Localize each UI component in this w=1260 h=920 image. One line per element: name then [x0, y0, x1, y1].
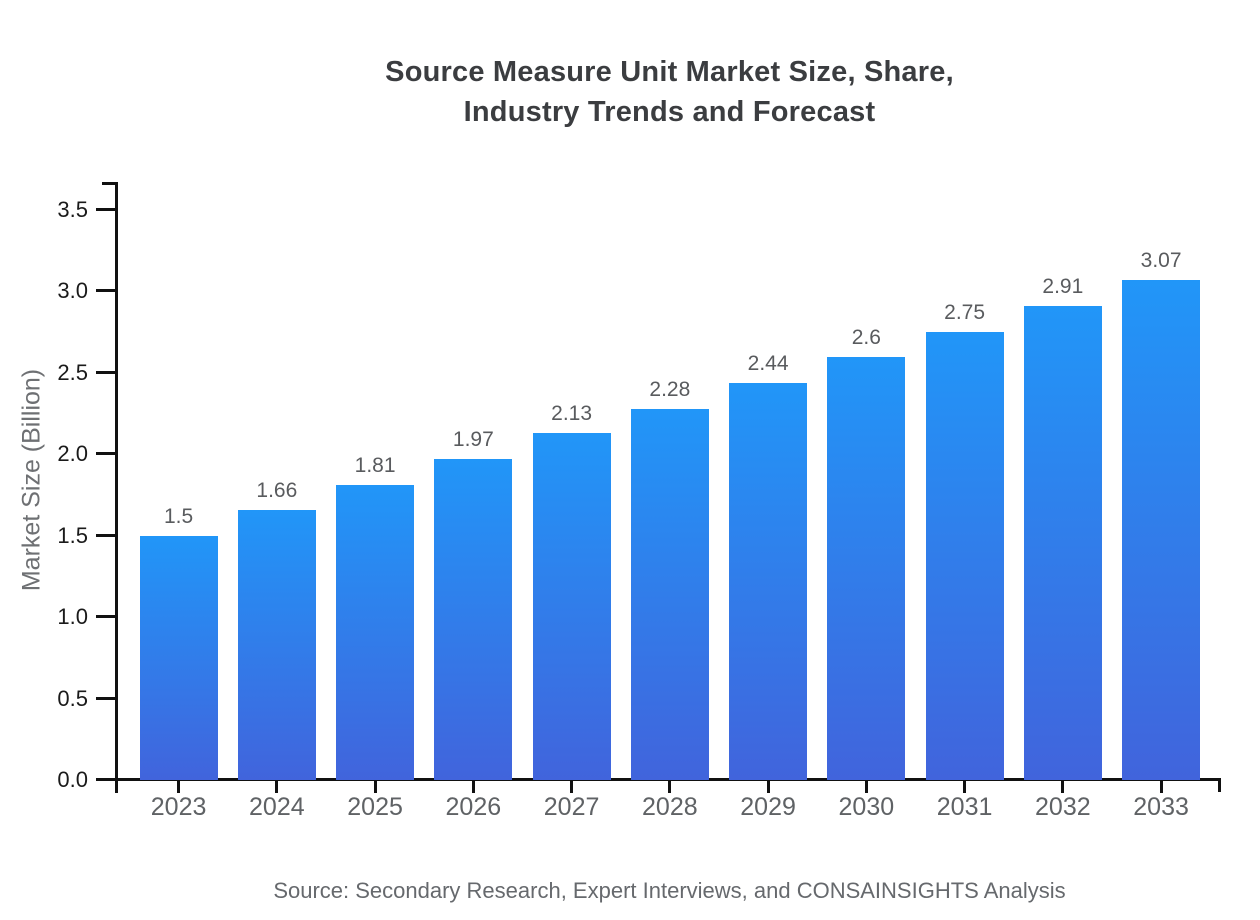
x-tick-label: 2031 [936, 793, 993, 821]
y-tick-label: 3.5 [57, 197, 88, 222]
x-tick-label: 2025 [347, 793, 403, 821]
bar-value-label: 3.07 [1140, 249, 1182, 273]
bar [630, 408, 709, 780]
x-tick-label: 2029 [740, 793, 796, 821]
bar [1122, 280, 1201, 780]
x-tick [864, 781, 868, 793]
y-tick [96, 615, 118, 619]
x-tick-label: 2027 [543, 793, 600, 821]
x-tick [570, 781, 574, 793]
bar-value-label: 2.6 [851, 325, 881, 349]
bar-value-label: 2.28 [649, 377, 691, 401]
chart-title: Source Measure Unit Market Size, Share, … [385, 56, 954, 128]
x-tick-label: 2033 [1133, 793, 1189, 821]
x-tick [1159, 781, 1163, 793]
bar-value-label: 2.13 [551, 402, 593, 426]
x-tick-label: 2023 [150, 793, 207, 821]
y-tick-label: 1.5 [57, 522, 88, 548]
y-tick-label: 0.0 [57, 767, 88, 792]
y-tick [96, 452, 118, 456]
bar-value-label: 2.75 [944, 301, 986, 325]
y-tick [96, 696, 118, 700]
bar [336, 485, 415, 780]
bar [1023, 306, 1102, 780]
y-axis-line [115, 182, 118, 793]
y-tick [96, 533, 118, 537]
x-tick [373, 781, 377, 793]
y-tick [96, 778, 118, 781]
y-tick [96, 370, 118, 374]
y-tick [96, 208, 118, 211]
y-axis-top-cap [102, 182, 116, 185]
x-tick [177, 781, 181, 793]
y-tick-label: 2.5 [57, 359, 88, 385]
x-tick [275, 781, 279, 793]
bar [827, 356, 906, 780]
x-tick-label: 2026 [445, 793, 502, 821]
y-tick [96, 289, 118, 293]
bar [139, 535, 218, 780]
bar-value-label: 2.91 [1042, 275, 1084, 299]
x-tick [1061, 781, 1065, 793]
bar [925, 332, 1004, 780]
bar-value-label: 1.97 [452, 428, 494, 452]
x-tick [668, 781, 672, 793]
bar [434, 459, 513, 780]
x-tick [766, 781, 770, 793]
x-tick-label: 2028 [642, 793, 698, 821]
y-tick-label: 1.0 [57, 604, 88, 630]
bar-value-label: 1.66 [256, 478, 298, 502]
source-note: Source: Secondary Research, Expert Inter… [273, 878, 1066, 903]
y-tick-label: 0.5 [57, 685, 88, 711]
y-tick-label: 3.0 [57, 278, 88, 304]
x-tick-label: 2030 [838, 793, 895, 821]
bar [237, 509, 316, 780]
bar-value-label: 1.81 [354, 454, 396, 478]
y-tick-label: 2.0 [57, 441, 88, 467]
bar [729, 382, 808, 780]
bar-value-label: 1.5 [163, 504, 194, 528]
bar-value-label: 2.44 [747, 351, 789, 375]
x-tick-label: 2024 [249, 793, 305, 821]
x-tick [471, 781, 475, 793]
x-axis-right-cap [1218, 778, 1221, 792]
bar [532, 433, 611, 780]
x-tick-label: 2032 [1035, 793, 1091, 821]
x-tick [963, 781, 967, 793]
